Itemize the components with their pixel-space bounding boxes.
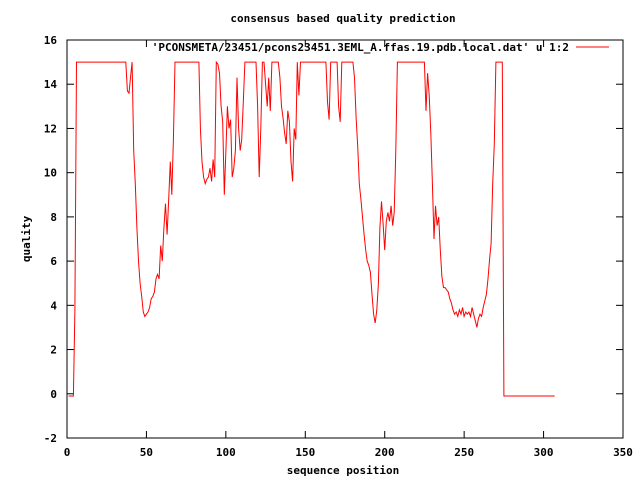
y-tick-label: -2 [44,432,57,445]
series-line-0 [68,60,555,397]
x-tick-label: 100 [216,446,236,459]
legend: 'PCONSMETA/23451/pcons23451.3EML_A.ffas.… [152,41,609,54]
series-layer [68,60,555,397]
y-axis-label: quality [20,215,33,262]
y-tick-label: 16 [44,34,58,47]
y-tick-label: 4 [50,299,57,312]
y-tick-label: 10 [44,167,57,180]
x-tick-label: 200 [375,446,395,459]
x-tick-label: 150 [295,446,315,459]
y-tick-label: 6 [50,255,57,268]
x-tick-label: 0 [64,446,71,459]
plot-frame [66,39,624,439]
x-tick-label: 250 [454,446,474,459]
y-tick-label: 0 [50,388,57,401]
x-tick-label: 50 [140,446,153,459]
x-tick-label: 300 [534,446,554,459]
chart-title: consensus based quality prediction [230,12,455,25]
y-tick-label: 2 [50,344,57,357]
y-tick-label: 14 [44,78,58,91]
x-tick-label: 350 [613,446,633,459]
axis-ticks: -2 0 2 4 6 8 10 12 14 16 0 50 100 150 200 250 300 350 [44,34,633,459]
x-axis-label: sequence position [287,464,400,477]
y-tick-label: 8 [50,211,57,224]
y-tick-label: 12 [44,122,57,135]
legend-label: 'PCONSMETA/23451/pcons23451.3EML_A.ffas.… [152,41,569,54]
